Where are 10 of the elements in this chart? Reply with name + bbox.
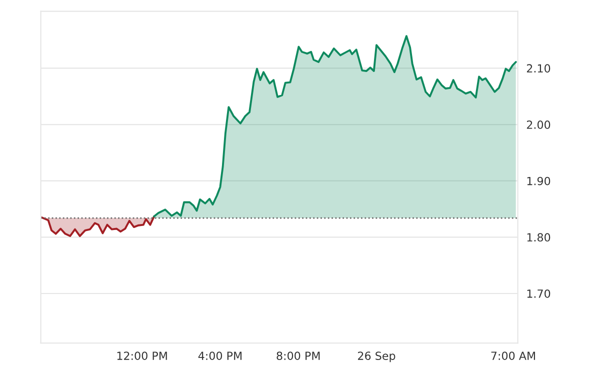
x-tick-label: 26 Sep	[358, 352, 396, 362]
y-tick-label: 1.70	[527, 289, 550, 298]
x-tick-label: 8:00 PM	[276, 352, 320, 360]
y-tick-label: 1.80	[527, 233, 550, 242]
x-tick-label: 7:00 AM	[491, 352, 535, 360]
y-tick-label: 1.90	[527, 176, 550, 186]
x-tick-label: 12:00 PM	[117, 352, 167, 360]
x-tick-label: 4:00 PM	[198, 352, 242, 360]
y-tick-label: 2.10	[526, 64, 550, 73]
y-tick-label: 2.00	[526, 120, 550, 129]
